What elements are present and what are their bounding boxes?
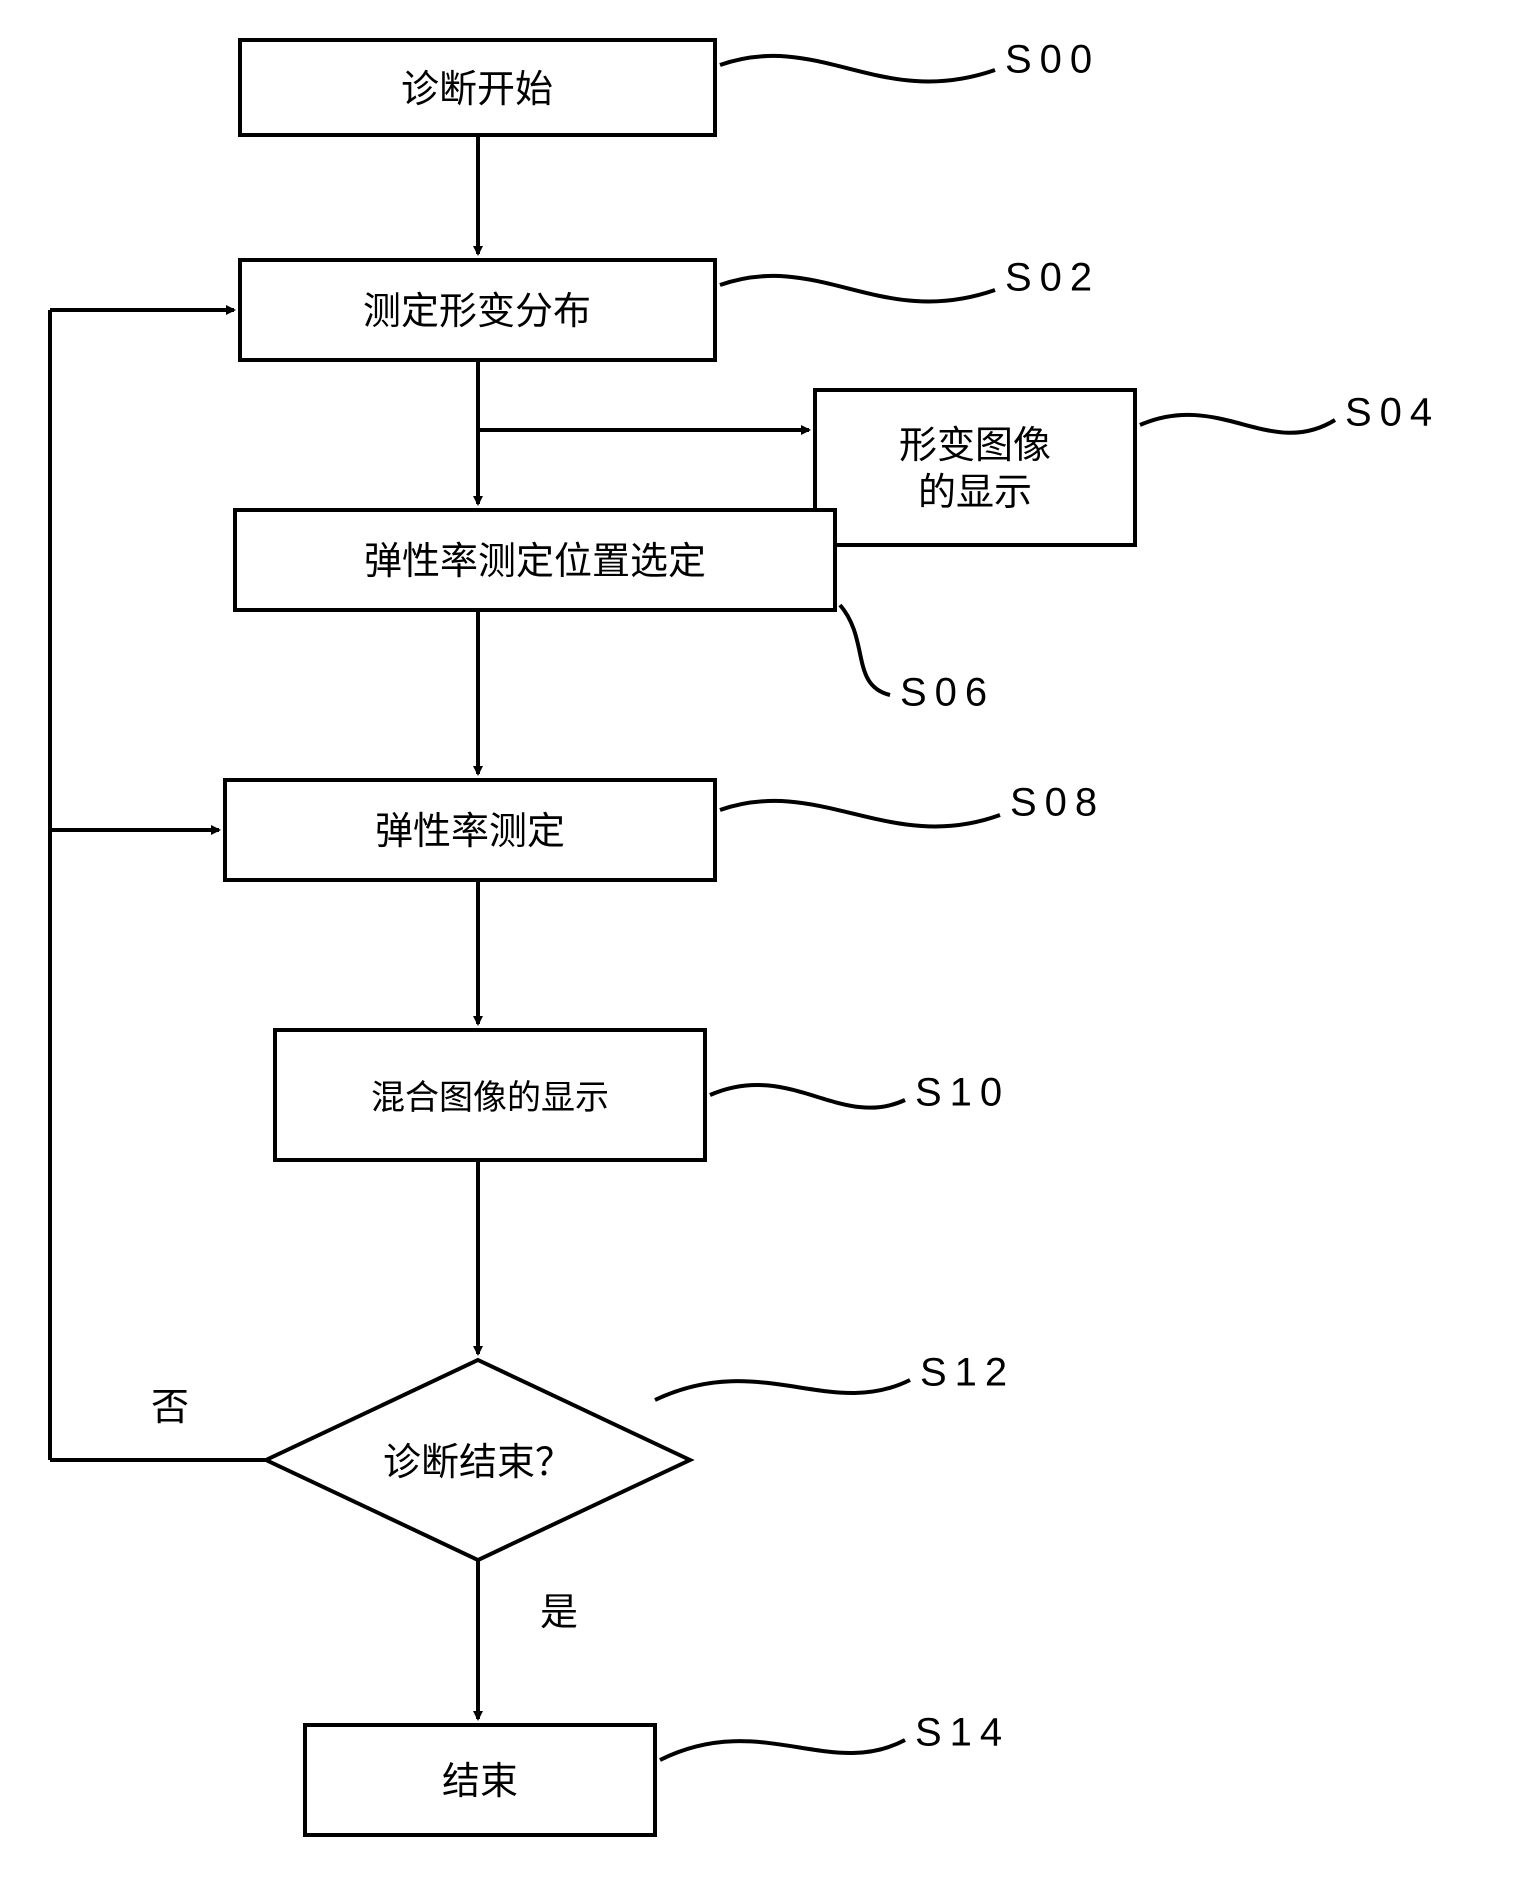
step-s04: 形变图像 的显示 [815, 390, 1135, 545]
svg-text:形变图像: 形变图像 [899, 425, 1051, 467]
edge-yes-label: 是 [540, 1592, 578, 1634]
svg-text:诊断结束？: 诊断结束？ [383, 1442, 573, 1484]
svg-text:弹性率测定位置选定: 弹性率测定位置选定 [364, 541, 706, 583]
edge-no-label: 否 [151, 1387, 189, 1429]
step-s10: 混合图像的显示 [275, 1030, 705, 1160]
step-s02: 测定形变分布 [240, 260, 715, 360]
label-s14: S14 [915, 1711, 1010, 1755]
svg-text:弹性率测定: 弹性率测定 [375, 811, 565, 853]
step-s06: 弹性率测定位置选定 [235, 510, 835, 610]
step-s00: 诊断开始 [240, 40, 715, 135]
label-s08: S08 [1010, 781, 1105, 825]
decision-s12: 诊断结束？ [266, 1360, 690, 1560]
label-s04: S04 [1345, 391, 1440, 435]
label-s12: S12 [920, 1351, 1015, 1395]
label-s06: S06 [900, 671, 995, 715]
label-s00: S00 [1005, 38, 1100, 82]
svg-text:混合图像的显示: 混合图像的显示 [371, 1079, 609, 1117]
svg-text:测定形变分布: 测定形变分布 [363, 291, 591, 333]
step-s14: 结束 [305, 1725, 655, 1835]
label-s10: S10 [915, 1071, 1010, 1115]
label-s02: S02 [1005, 256, 1100, 300]
svg-text:结束: 结束 [442, 1761, 518, 1803]
svg-text:的显示: 的显示 [918, 472, 1032, 514]
label-leaders [655, 56, 1335, 1760]
step-s08: 弹性率测定 [225, 780, 715, 880]
svg-text:诊断开始: 诊断开始 [401, 69, 553, 111]
